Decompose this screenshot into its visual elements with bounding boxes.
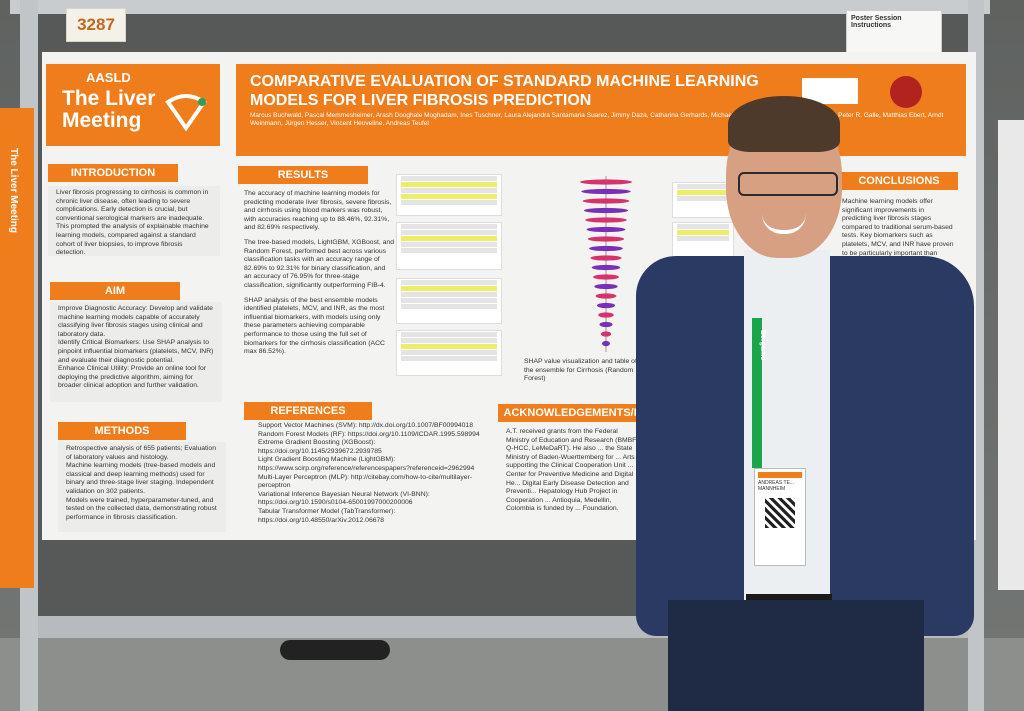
shap-dot-row	[583, 207, 629, 214]
references-heading: REFERENCES	[244, 402, 372, 420]
methods-item: Machine learning models (tree-based mode…	[66, 462, 216, 495]
name-badge: ANDREAS TE... MANNHEIM	[754, 468, 806, 566]
presenter-smile	[762, 214, 806, 234]
shap-dot-row	[582, 198, 630, 204]
methods-heading: METHODS	[58, 422, 186, 440]
methods-list: Retrospective analysis of 655 patients; …	[58, 442, 226, 532]
aim-item: Improve Diagnostic Accuracy: Develop and…	[58, 305, 213, 338]
shap-dot-row	[590, 255, 622, 261]
results-item: The accuracy of machine learning models …	[244, 190, 392, 232]
poster-title-banner: COMPARATIVE EVALUATION OF STANDARD MACHI…	[236, 64, 966, 156]
acknowledgements-heading: ACKNOWLEDGEMENTS/F	[498, 404, 646, 422]
shap-dot-row	[581, 188, 631, 195]
aim-list: Improve Diagnostic Accuracy: Develop and…	[50, 302, 222, 402]
shap-dot-row	[594, 283, 618, 290]
booth-number: 3287	[66, 8, 126, 42]
reference-item: Multi-Layer Perceptron (MLP): http://cit…	[258, 473, 473, 490]
conclusions-table-2	[672, 222, 734, 258]
shap-dot-row	[598, 312, 614, 318]
shap-dot-row	[580, 179, 632, 185]
reference-item: Support Vector Machines (SVM): http://dx…	[258, 422, 473, 429]
side-banner: The Liver Meeting	[0, 108, 34, 588]
university-seal-icon	[890, 76, 922, 108]
shap-dot-row	[600, 331, 612, 337]
introduction-heading: INTRODUCTION	[48, 164, 178, 182]
results-table-4	[396, 330, 502, 376]
shap-dot-row	[586, 226, 626, 233]
lanyard-text: Bergamo	[759, 330, 766, 361]
conclusions-table-1	[672, 182, 734, 218]
results-table-2	[396, 222, 502, 270]
results-table-3	[396, 278, 502, 324]
badge-header-bar	[758, 472, 802, 478]
introduction-text: Liver fibrosis progressing to cirrhosis …	[48, 186, 220, 256]
badge-city: MANNHEIM	[758, 486, 786, 492]
badge-name: ANDREAS TE...	[758, 480, 795, 486]
reference-item: Random Forest Models (RF): https://doi.o…	[258, 430, 480, 438]
neighbor-poster	[998, 120, 1024, 590]
side-banner-label: The Liver Meeting	[8, 148, 19, 234]
shap-dot-row	[591, 264, 621, 271]
acknowledgements-text: A.T. received grants from the Federal Mi…	[506, 428, 638, 513]
shap-dot-row	[595, 293, 617, 299]
results-table-1	[396, 174, 502, 216]
presenter-hair	[728, 96, 840, 152]
results-list: The accuracy of machine learning models …	[244, 190, 394, 380]
aim-item: Identify Critical Biomarkers: Use SHAP a…	[58, 339, 214, 364]
shap-dot-row	[593, 274, 619, 280]
aim-heading: AIM	[50, 282, 180, 300]
instructions-title: Poster Session Instructions	[851, 15, 902, 29]
results-item: SHAP analysis of the best ensemble model…	[244, 296, 385, 356]
lanyard	[752, 318, 762, 468]
references-list: Support Vector Machines (SVM): http://dx…	[258, 422, 494, 532]
conclusions-heading: CONCLUSIONS	[840, 172, 958, 190]
results-heading: RESULTS	[238, 166, 368, 184]
background-person-legs	[280, 640, 390, 660]
glasses-icon	[738, 172, 838, 196]
results-item: The tree-based models, LightGBM, XGBoost…	[244, 238, 394, 289]
reference-item: Variational Inference Bayesian Neural Ne…	[258, 490, 430, 507]
meeting-logo: AASLD The Liver Meeting	[46, 64, 220, 146]
aim-item: Enhance Clinical Utility: Provide an onl…	[58, 365, 207, 390]
methods-item: Models were trained, hyperparameter-tune…	[66, 496, 217, 521]
shap-dot-row	[587, 236, 625, 242]
reference-item: Tabular Transformer Model (TabTransforme…	[258, 507, 396, 524]
shap-caption: SHAP value visualization and table of th…	[524, 358, 637, 383]
poster-title: COMPARATIVE EVALUATION OF STANDARD MACHI…	[250, 73, 759, 109]
frame-top-bar	[10, 0, 990, 14]
shap-dot-row	[585, 217, 627, 223]
reference-item: Extreme Gradient Boosting (XGBoost): htt…	[258, 439, 382, 455]
shap-dot-row	[589, 245, 623, 252]
shap-dot-row	[596, 302, 616, 309]
reference-item: Light Gradient Boosting Machine (LightGB…	[258, 456, 475, 472]
logo-org: AASLD	[86, 70, 131, 85]
poster-authors: Marcus Buchwald, Pascal Memmesheimer, Ar…	[250, 112, 944, 127]
methods-item: Retrospective analysis of 655 patients; …	[66, 445, 216, 461]
logo-mark-icon	[165, 94, 207, 132]
shap-plot	[580, 176, 632, 352]
shap-dot-row	[602, 340, 610, 347]
instructions-sheet: Poster Session Instructions	[846, 10, 942, 60]
logo-meeting: The Liver Meeting	[62, 87, 156, 132]
shap-dot-row	[599, 321, 613, 328]
qr-code-icon	[765, 498, 795, 528]
presenter-pants	[668, 600, 924, 711]
